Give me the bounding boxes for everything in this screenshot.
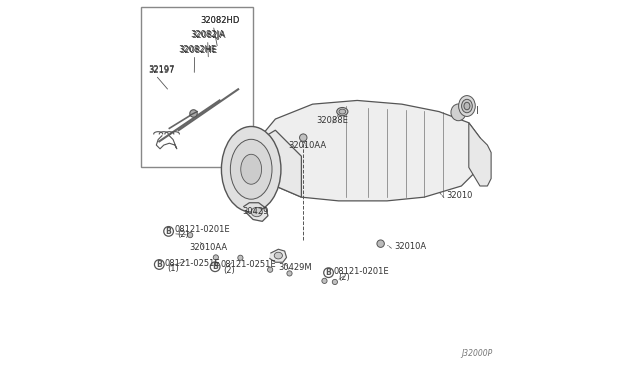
Text: 32082JA: 32082JA: [191, 31, 226, 40]
Text: 30429M: 30429M: [278, 263, 312, 272]
Ellipse shape: [464, 102, 470, 110]
Ellipse shape: [337, 108, 348, 116]
Polygon shape: [257, 100, 480, 201]
Text: B: B: [166, 227, 172, 236]
Circle shape: [332, 279, 337, 285]
Text: B: B: [156, 260, 162, 269]
Text: 32010AA: 32010AA: [189, 243, 227, 252]
Text: 08121-0251E: 08121-0251E: [220, 260, 276, 269]
Circle shape: [300, 134, 307, 141]
Text: 32010AA: 32010AA: [288, 141, 326, 150]
Circle shape: [324, 268, 333, 278]
Text: 32082HD: 32082HD: [200, 16, 239, 25]
Circle shape: [211, 262, 220, 272]
Circle shape: [377, 240, 385, 247]
Text: 32082HD: 32082HD: [200, 16, 239, 25]
Circle shape: [322, 278, 327, 283]
Text: 30429: 30429: [243, 207, 269, 216]
Text: 32197: 32197: [148, 66, 175, 75]
Text: (2): (2): [177, 230, 189, 239]
Text: 32010: 32010: [447, 191, 473, 200]
Ellipse shape: [221, 126, 281, 212]
Ellipse shape: [230, 140, 272, 199]
Circle shape: [378, 241, 383, 246]
Ellipse shape: [275, 252, 282, 259]
Ellipse shape: [451, 104, 466, 121]
Text: J32000P: J32000P: [461, 349, 493, 358]
Circle shape: [238, 255, 243, 260]
Polygon shape: [257, 130, 301, 197]
Text: 32197: 32197: [148, 65, 175, 74]
Polygon shape: [270, 249, 287, 262]
Text: 32082HE: 32082HE: [179, 46, 218, 55]
Text: B: B: [326, 268, 332, 277]
Text: 08121-0201E: 08121-0201E: [333, 267, 388, 276]
Bar: [141, 7, 253, 167]
Circle shape: [190, 110, 197, 117]
Polygon shape: [468, 123, 491, 186]
Text: (2): (2): [223, 266, 235, 275]
Ellipse shape: [461, 99, 472, 113]
Text: 32082JA: 32082JA: [191, 30, 225, 39]
Text: (1): (1): [168, 264, 179, 273]
Text: (2): (2): [339, 273, 350, 282]
Text: 32082HE: 32082HE: [179, 45, 217, 54]
Ellipse shape: [241, 154, 262, 184]
Text: B: B: [212, 262, 218, 271]
Text: 32010A: 32010A: [394, 242, 426, 251]
Text: 32088E: 32088E: [316, 116, 348, 125]
Circle shape: [188, 232, 193, 238]
Ellipse shape: [251, 208, 262, 217]
Ellipse shape: [339, 109, 346, 114]
Circle shape: [164, 227, 173, 236]
Ellipse shape: [459, 96, 476, 116]
Text: 08121-0201E: 08121-0201E: [174, 225, 230, 234]
Circle shape: [154, 260, 164, 269]
Polygon shape: [244, 203, 268, 221]
Circle shape: [268, 267, 273, 272]
Circle shape: [213, 255, 218, 260]
Circle shape: [287, 271, 292, 276]
Text: 08121-0251E: 08121-0251E: [165, 259, 221, 268]
